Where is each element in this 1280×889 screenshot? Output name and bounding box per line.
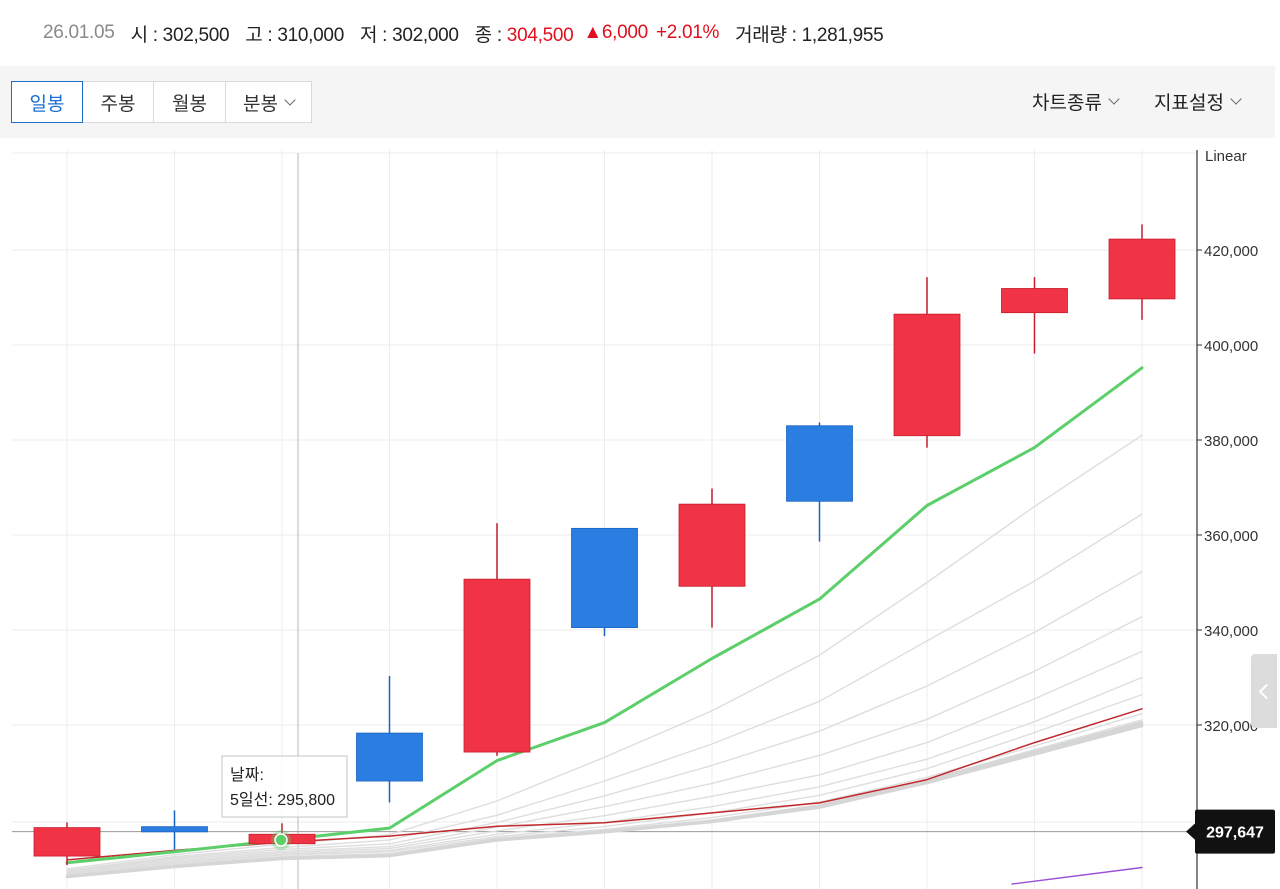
chart-toolbar: 일봉 주봉 월봉 분봉 차트종류 지표설정 <box>0 66 1275 138</box>
close-prefix: 종 : <box>474 24 507 46</box>
candle-body <box>571 527 638 629</box>
candle-body <box>786 425 853 502</box>
tab-monthly[interactable]: 월봉 <box>153 81 226 123</box>
candlestick-chart[interactable]: Linear 420,000 400,000 380,000 360,000 340,00… <box>0 138 1280 889</box>
tab-monthly-label: 월봉 <box>172 93 207 115</box>
low-price: 저 : 302,000 <box>359 24 459 46</box>
scale-label: Linear <box>1205 148 1247 165</box>
candle <box>356 676 423 803</box>
chart-type-label: 차트종류 <box>1032 93 1102 114</box>
price-summary-bar: 26.01.05 시 : 302,500 고 : 310,000 저 : 302… <box>0 0 1280 66</box>
moving-average-line <box>66 693 1143 876</box>
candle <box>1108 224 1176 320</box>
chevron-down-icon <box>284 93 296 106</box>
indicator-settings-label: 지표설정 <box>1154 93 1224 114</box>
volume: 거래량 : 1,281,955 <box>735 24 884 46</box>
tab-weekly[interactable]: 주봉 <box>82 81 154 123</box>
candle-body <box>463 578 531 753</box>
tab-daily[interactable]: 일봉 <box>11 81 83 123</box>
candle <box>678 488 746 628</box>
tooltip-ma5-value: 5일선: 295,800 <box>230 791 335 809</box>
candle-body <box>356 732 423 782</box>
candle <box>33 822 101 866</box>
quote-date: 26.01.05 <box>43 22 115 43</box>
chevron-left-icon <box>1258 683 1274 699</box>
tooltip-date-label: 날짜: <box>230 766 264 784</box>
indicator-settings-menu[interactable]: 지표설정 <box>1154 88 1242 115</box>
candle <box>141 810 208 850</box>
moving-average-line <box>66 434 1143 870</box>
chart-type-menu[interactable]: 차트종류 <box>1032 88 1120 115</box>
y-tick-label: 360,000 <box>1204 528 1258 545</box>
moving-average-line <box>66 570 1143 872</box>
tab-weekly-label: 주봉 <box>100 93 136 115</box>
chevron-down-icon <box>1230 93 1242 105</box>
y-tick-label: 400,000 <box>1204 338 1258 355</box>
y-tick-label: 380,000 <box>1204 433 1258 450</box>
candle <box>463 523 531 756</box>
high-price: 고 : 310,000 <box>245 24 344 46</box>
candle <box>571 527 638 637</box>
price-change-percent: +2.01% <box>655 22 720 43</box>
moving-average-line <box>1011 866 1143 885</box>
y-tick-label: 320,000 <box>1204 718 1258 735</box>
tab-minute[interactable]: 분봉 <box>225 81 312 123</box>
close-value: 304,500 <box>506 24 574 46</box>
candle <box>893 277 961 448</box>
moving-average-line <box>65 724 1144 879</box>
candle-body <box>1108 238 1176 300</box>
tooltip-box <box>221 755 348 818</box>
moving-average-line <box>66 616 1143 873</box>
tab-daily-label: 일봉 <box>29 93 65 115</box>
period-tabs: 일봉 주봉 월봉 분봉 <box>11 81 312 123</box>
price-change: ▲6,000 <box>583 22 648 43</box>
candle-body <box>1001 288 1068 314</box>
ma5-line <box>65 366 1144 865</box>
y-tick-label: 420,000 <box>1204 243 1258 260</box>
candle <box>1001 277 1068 354</box>
candle <box>786 422 853 542</box>
candle-body <box>141 826 208 833</box>
price-chart[interactable]: Linear 420,000 400,000 380,000 360,000 340,00… <box>0 138 1280 889</box>
tab-minute-label: 분봉 <box>243 93 278 115</box>
candle-body <box>33 827 101 857</box>
price-marker-pointer <box>1186 822 1196 841</box>
hover-point <box>274 833 288 847</box>
chevron-down-icon <box>1108 93 1120 105</box>
open-price: 시 : 302,500 <box>130 24 230 46</box>
current-price-label: 297,647 <box>1206 825 1264 842</box>
side-panel-toggle[interactable] <box>1251 654 1277 728</box>
y-tick-label: 340,000 <box>1204 623 1258 640</box>
candle-body <box>893 313 961 437</box>
current-price-marker <box>1195 809 1275 854</box>
moving-average-line <box>66 513 1143 872</box>
close-price: 종 : 304,500 <box>475 20 574 47</box>
moving-average-line <box>66 650 1143 874</box>
candle-body <box>678 503 746 587</box>
